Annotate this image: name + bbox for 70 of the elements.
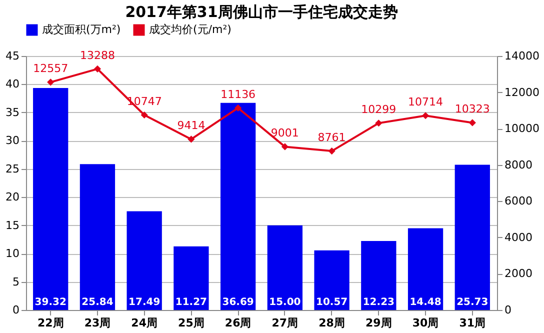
data-label: 39.32 xyxy=(34,297,66,308)
data-label: 14.48 xyxy=(410,297,442,308)
y2-tick-label: 10000 xyxy=(504,122,540,136)
y-tick-label: 0 xyxy=(12,304,20,316)
point xyxy=(188,136,195,143)
y-tick-label: 35 xyxy=(6,106,20,119)
point xyxy=(281,143,288,150)
bar xyxy=(174,246,209,310)
y-tick-label: 15 xyxy=(6,218,20,232)
x-tick-label: 29周 xyxy=(366,316,392,330)
y2-tick-label: 14000 xyxy=(504,50,540,62)
data-label: 17.49 xyxy=(128,297,160,308)
y-tick-label: 5 xyxy=(12,275,20,288)
x-tick-label: 22周 xyxy=(37,316,64,330)
y2-tick-label: 4000 xyxy=(504,230,532,244)
x-tick-label: 26周 xyxy=(224,316,252,330)
y-tick-label: 45 xyxy=(6,50,20,62)
legend-label: 成交均价(元/m²) xyxy=(149,23,232,36)
point xyxy=(234,104,242,112)
y2-tick-label: 2000 xyxy=(504,267,532,280)
bar xyxy=(408,228,444,310)
data-label: 8761 xyxy=(318,131,346,144)
point xyxy=(140,111,148,119)
x-tick-label: 25周 xyxy=(178,316,204,330)
data-label: 13288 xyxy=(80,48,115,62)
bar xyxy=(220,102,256,310)
data-label: 25.73 xyxy=(456,297,488,308)
point xyxy=(328,148,336,155)
y-tick-label: 20 xyxy=(6,190,20,204)
x-tick-label: 23周 xyxy=(84,316,111,330)
x-tick-label: 27周 xyxy=(272,316,298,330)
data-label: 9001 xyxy=(270,126,299,140)
bar xyxy=(80,164,116,310)
data-label: 15.00 xyxy=(269,297,301,308)
y-tick-label: 40 xyxy=(6,78,20,91)
data-label: 11136 xyxy=(220,88,256,101)
bar xyxy=(314,250,350,310)
point xyxy=(468,119,476,126)
point xyxy=(47,78,54,86)
bar xyxy=(454,164,490,310)
data-label: 25.84 xyxy=(82,297,114,308)
data-label: 10.57 xyxy=(316,297,348,308)
data-label: 10299 xyxy=(361,103,396,116)
bar xyxy=(361,240,396,310)
data-label: 36.69 xyxy=(222,297,254,308)
point xyxy=(94,65,102,72)
x-tick-label: 28周 xyxy=(318,316,345,330)
data-label: 12557 xyxy=(33,62,68,76)
y2-tick-label: 0 xyxy=(504,304,512,316)
data-label: 11.27 xyxy=(175,297,208,308)
chart-title: 2017年第31周佛山市一手住宅成交走势 xyxy=(125,3,398,21)
x-tick-label: 30周 xyxy=(412,316,439,330)
data-label: 10323 xyxy=(454,102,490,116)
data-label: 10714 xyxy=(408,96,444,109)
y-tick-label: 25 xyxy=(6,162,20,176)
y-tick-label: 10 xyxy=(6,247,20,260)
bar xyxy=(267,225,303,310)
y2-tick-label: 12000 xyxy=(504,86,540,99)
y2-tick-label: 8000 xyxy=(504,158,532,172)
bar xyxy=(33,88,68,310)
legend-label: 成交面积(万m²) xyxy=(42,23,121,36)
y2-tick-label: 6000 xyxy=(504,194,532,208)
data-label: 9414 xyxy=(177,119,206,132)
x-tick-label: 24周 xyxy=(131,316,158,330)
y-tick-label: 30 xyxy=(6,134,20,148)
point xyxy=(422,112,430,120)
data-label: 12.23 xyxy=(362,297,395,308)
x-tick-label: 31周 xyxy=(459,316,486,330)
bar xyxy=(126,211,162,310)
point xyxy=(375,120,382,127)
